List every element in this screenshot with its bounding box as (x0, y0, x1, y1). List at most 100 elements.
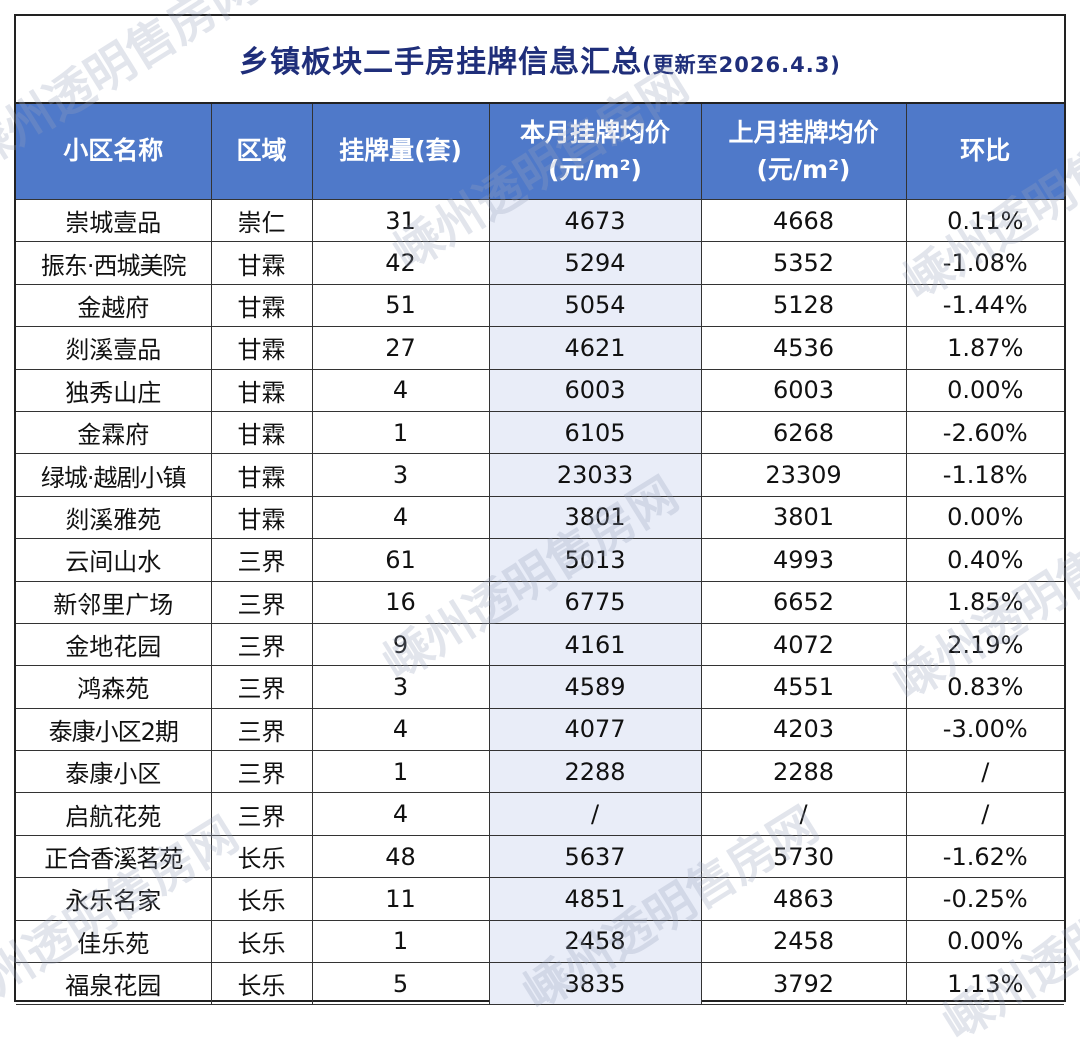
cell-name: 佳乐苑 (16, 919, 212, 964)
cell-change: 1.13% (905, 962, 1064, 1006)
cell-name: 启航花苑 (16, 792, 212, 836)
cell-name: 剡溪壹品 (16, 326, 212, 370)
header-current-price: 本月挂牌均价 (元/m²) (488, 104, 702, 200)
cell-previous-price: 5128 (700, 283, 907, 328)
cell-change: -1.44% (905, 283, 1064, 328)
cell-name: 剡溪雅苑 (16, 495, 212, 540)
cell-current-price: 3801 (488, 495, 702, 540)
cell-change: 1.87% (905, 326, 1064, 370)
cell-listings: 4 (311, 495, 490, 540)
cell-change: -3.00% (905, 707, 1064, 752)
cell-change: -0.25% (905, 877, 1064, 921)
cell-change: 1.85% (905, 580, 1064, 624)
table-row: 金地花园 三界 9 4161 4072 2.19% (16, 622, 1064, 667)
summary-table-frame: 乡镇板块二手房挂牌信息汇总(更新至2026.4.3) 小区名称 区域 挂牌量(套… (14, 14, 1066, 1006)
cell-previous-price: 4551 (700, 665, 907, 709)
cell-region: 长乐 (210, 877, 313, 921)
cell-change: / (905, 750, 1064, 794)
table-row: 永乐名家 长乐 11 4851 4863 -0.25% (16, 877, 1064, 921)
table-row: 佳乐苑 长乐 1 2458 2458 0.00% (16, 919, 1064, 964)
cell-change: 0.00% (905, 919, 1064, 964)
cell-region: 三界 (210, 580, 313, 624)
cell-change: 0.83% (905, 665, 1064, 709)
cell-previous-price: 4863 (700, 877, 907, 921)
cell-previous-price: 2458 (700, 919, 907, 964)
cell-listings: 4 (311, 368, 490, 412)
title-main: 乡镇板块二手房挂牌信息汇总 (239, 45, 643, 80)
cell-name: 金霖府 (16, 410, 212, 455)
table-row: 鸿森苑 三界 3 4589 4551 0.83% (16, 665, 1064, 709)
cell-listings: 51 (311, 283, 490, 328)
cell-listings: 1 (311, 410, 490, 455)
cell-current-price: 5637 (488, 834, 702, 879)
header-region: 区域 (210, 104, 313, 200)
table-row: 崇城壹品 崇仁 31 4673 4668 0.11% (16, 198, 1064, 243)
cell-region: 甘霖 (210, 453, 313, 497)
table-row: 泰康小区2期 三界 4 4077 4203 -3.00% (16, 707, 1064, 752)
cell-region: 三界 (210, 750, 313, 794)
cell-change: -2.60% (905, 410, 1064, 455)
cell-region: 三界 (210, 622, 313, 667)
cell-current-price: 3835 (488, 962, 702, 1006)
cell-region: 三界 (210, 707, 313, 752)
cell-name: 云间山水 (16, 538, 212, 582)
cell-change: -1.62% (905, 834, 1064, 879)
cell-current-price: 2458 (488, 919, 702, 964)
header-current-price-line1: 本月挂牌均价 (519, 118, 670, 148)
cell-previous-price: 5352 (700, 241, 907, 285)
cell-current-price: / (488, 792, 702, 836)
cell-region: 三界 (210, 665, 313, 709)
table-row: 金越府 甘霖 51 5054 5128 -1.44% (16, 283, 1064, 328)
header-previous-price-line1: 上月挂牌均价 (728, 118, 879, 148)
cell-listings: 3 (311, 453, 490, 497)
cell-change: -1.18% (905, 453, 1064, 497)
cell-listings: 1 (311, 750, 490, 794)
header-listings: 挂牌量(套) (311, 104, 490, 200)
header-name: 小区名称 (16, 104, 212, 200)
cell-listings: 31 (311, 198, 490, 243)
cell-current-price: 4589 (488, 665, 702, 709)
cell-change: / (905, 792, 1064, 836)
cell-previous-price: 6003 (700, 368, 907, 412)
cell-current-price: 4161 (488, 622, 702, 667)
cell-current-price: 6003 (488, 368, 702, 412)
cell-listings: 42 (311, 241, 490, 285)
header-current-price-unit: (元/m²) (548, 154, 642, 184)
cell-region: 甘霖 (210, 410, 313, 455)
cell-change: 0.00% (905, 368, 1064, 412)
cell-listings: 4 (311, 707, 490, 752)
cell-listings: 27 (311, 326, 490, 370)
cell-previous-price: 4993 (700, 538, 907, 582)
cell-region: 甘霖 (210, 368, 313, 412)
cell-region: 甘霖 (210, 326, 313, 370)
table-row: 剡溪壹品 甘霖 27 4621 4536 1.87% (16, 326, 1064, 370)
cell-listings: 11 (311, 877, 490, 921)
header-row: 小区名称 区域 挂牌量(套) 本月挂牌均价 (元/m²) 上月挂牌均价 (元/m²)… (16, 104, 1064, 200)
cell-previous-price: 23309 (700, 453, 907, 497)
cell-listings: 4 (311, 792, 490, 836)
title-bar: 乡镇板块二手房挂牌信息汇总(更新至2026.4.3) (16, 16, 1064, 104)
cell-current-price: 6775 (488, 580, 702, 624)
cell-current-price: 6105 (488, 410, 702, 455)
cell-name: 鸿森苑 (16, 665, 212, 709)
cell-listings: 3 (311, 665, 490, 709)
cell-name: 泰康小区 (16, 750, 212, 794)
cell-previous-price: 6652 (700, 580, 907, 624)
cell-current-price: 5054 (488, 283, 702, 328)
table-row: 剡溪雅苑 甘霖 4 3801 3801 0.00% (16, 495, 1064, 540)
cell-current-price: 5294 (488, 241, 702, 285)
cell-current-price: 4621 (488, 326, 702, 370)
cell-change: -1.08% (905, 241, 1064, 285)
cell-name: 福泉花园 (16, 962, 212, 1006)
cell-current-price: 4673 (488, 198, 702, 243)
cell-name: 永乐名家 (16, 877, 212, 921)
table-row: 独秀山庄 甘霖 4 6003 6003 0.00% (16, 368, 1064, 412)
cell-current-price: 5013 (488, 538, 702, 582)
cell-name: 崇城壹品 (16, 198, 212, 243)
cell-current-price: 2288 (488, 750, 702, 794)
cell-name: 新邻里广场 (16, 580, 212, 624)
cell-previous-price: 4536 (700, 326, 907, 370)
cell-region: 甘霖 (210, 241, 313, 285)
table-row: 泰康小区 三界 1 2288 2288/ (16, 750, 1064, 794)
cell-listings: 61 (311, 538, 490, 582)
